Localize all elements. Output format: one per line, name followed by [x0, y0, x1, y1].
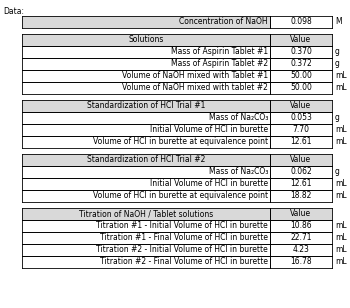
Bar: [22, 154, 270, 166]
Text: 12.61: 12.61: [290, 137, 312, 147]
Text: mL: mL: [335, 180, 346, 188]
Text: Volume of NaOH mixed with Tablet #1: Volume of NaOH mixed with Tablet #1: [122, 71, 268, 80]
Text: Mass of Na₂CO₃: Mass of Na₂CO₃: [209, 168, 268, 176]
Text: Mass of Aspirin Tablet #2: Mass of Aspirin Tablet #2: [171, 59, 268, 68]
Bar: [270, 154, 332, 166]
Text: g: g: [335, 59, 340, 68]
Text: 50.00: 50.00: [290, 71, 312, 80]
Text: mL: mL: [335, 233, 346, 242]
Text: Mass of Na₂CO₃: Mass of Na₂CO₃: [209, 114, 268, 123]
Bar: [270, 208, 332, 220]
Text: Titration #2 - Initial Volume of HCl in burette: Titration #2 - Initial Volume of HCl in …: [96, 245, 268, 254]
Text: mL: mL: [335, 192, 346, 201]
Bar: [270, 100, 332, 112]
Text: 16.78: 16.78: [290, 257, 312, 266]
Text: Data:: Data:: [3, 6, 24, 15]
Text: Initial Volume of HCl in burette: Initial Volume of HCl in burette: [150, 180, 268, 188]
Text: 12.61: 12.61: [290, 180, 312, 188]
Text: Value: Value: [290, 35, 312, 44]
Text: 22.71: 22.71: [290, 233, 312, 242]
Text: 0.062: 0.062: [290, 168, 312, 176]
Text: Volume of HCl in burette at equivalence point: Volume of HCl in burette at equivalence …: [93, 192, 268, 201]
Text: mL: mL: [335, 137, 346, 147]
Text: Titration of NaOH / Tablet solutions: Titration of NaOH / Tablet solutions: [79, 209, 213, 218]
Text: 50.00: 50.00: [290, 83, 312, 92]
Text: Standardization of HCl Trial #2: Standardization of HCl Trial #2: [87, 156, 205, 164]
Text: 0.372: 0.372: [290, 59, 312, 68]
Text: 10.86: 10.86: [290, 221, 312, 230]
Text: Value: Value: [290, 209, 312, 218]
Text: Mass of Aspirin Tablet #1: Mass of Aspirin Tablet #1: [171, 47, 268, 56]
Bar: [270, 34, 332, 46]
Text: Value: Value: [290, 156, 312, 164]
Text: 18.82: 18.82: [290, 192, 312, 201]
Text: 0.370: 0.370: [290, 47, 312, 56]
Text: mL: mL: [335, 125, 346, 135]
Text: mL: mL: [335, 71, 346, 80]
Bar: [22, 16, 270, 28]
Bar: [22, 34, 270, 46]
Text: 0.053: 0.053: [290, 114, 312, 123]
Text: mL: mL: [335, 83, 346, 92]
Bar: [22, 100, 270, 112]
Text: g: g: [335, 47, 340, 56]
Text: M: M: [335, 18, 342, 26]
Text: Titration #1 - Initial Volume of HCl in burette: Titration #1 - Initial Volume of HCl in …: [96, 221, 268, 230]
Text: Value: Value: [290, 102, 312, 111]
Text: g: g: [335, 168, 340, 176]
Text: 0.098: 0.098: [290, 18, 312, 26]
Text: Titration #2 - Final Volume of HCl in burette: Titration #2 - Final Volume of HCl in bu…: [100, 257, 268, 266]
Text: Initial Volume of HCl in burette: Initial Volume of HCl in burette: [150, 125, 268, 135]
Text: 7.70: 7.70: [293, 125, 309, 135]
Text: Standardization of HCl Trial #1: Standardization of HCl Trial #1: [87, 102, 205, 111]
Text: 4.23: 4.23: [293, 245, 309, 254]
Text: mL: mL: [335, 221, 346, 230]
Text: g: g: [335, 114, 340, 123]
Text: Solutions: Solutions: [128, 35, 164, 44]
Text: Volume of HCl in burette at equivalence point: Volume of HCl in burette at equivalence …: [93, 137, 268, 147]
Text: mL: mL: [335, 245, 346, 254]
Bar: [22, 208, 270, 220]
Text: Titration #1 - Final Volume of HCl in burette: Titration #1 - Final Volume of HCl in bu…: [100, 233, 268, 242]
Text: mL: mL: [335, 257, 346, 266]
Text: Volume of NaOH mixed with tablet #2: Volume of NaOH mixed with tablet #2: [122, 83, 268, 92]
Text: Concentration of NaOH: Concentration of NaOH: [179, 18, 268, 26]
